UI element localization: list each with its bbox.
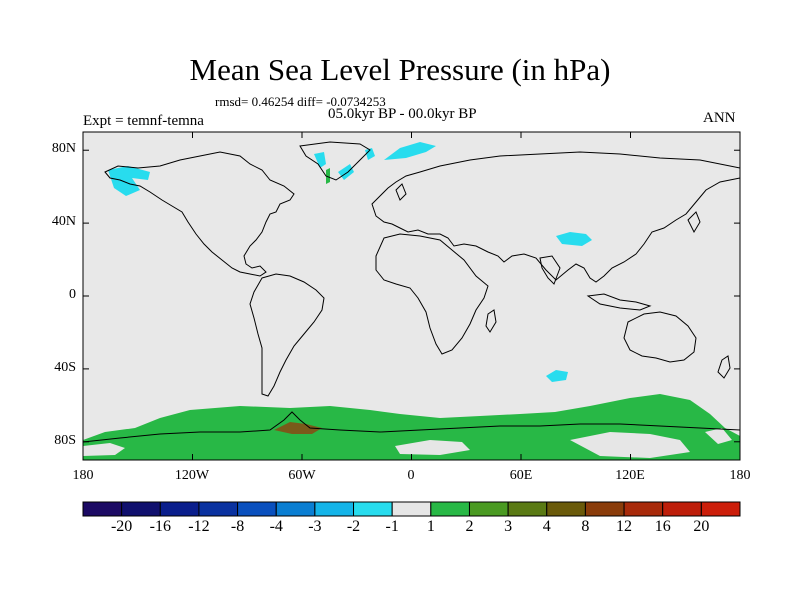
coast-japan (687, 211, 701, 234)
colorbar-label-0: -20 (110, 518, 133, 535)
coast-india (539, 255, 561, 285)
anomaly-antarctic-neutral-1 (83, 443, 125, 456)
anomaly-antarctic-neutral-3 (570, 432, 690, 458)
coastlines (83, 141, 740, 443)
colorbar-label-15: 20 (693, 518, 710, 535)
anomaly-scandinavia (365, 148, 375, 160)
colorbar-label-6: -2 (346, 518, 361, 535)
coast-antarctica (83, 411, 740, 443)
lon-label-60w: 60W (288, 468, 316, 483)
coast-new-zealand (717, 355, 731, 379)
colorbar-label-11: 4 (542, 518, 551, 535)
experiment-label: Expt = temnf-temna (83, 113, 204, 129)
anomaly-tibet (556, 232, 592, 246)
lat-label-80n: 80N (51, 141, 76, 156)
lat-label-40s: 40S (54, 360, 76, 375)
plot-title: Mean Sea Level Pressure (in hPa) (189, 52, 611, 87)
anomaly-alaska (108, 166, 150, 196)
coast-north-america (104, 151, 295, 277)
axis-ticks (82, 132, 741, 460)
lon-label-180e: 180 (729, 468, 751, 483)
colorbar-box-9 (430, 501, 470, 517)
colorbar-box-14 (623, 501, 664, 517)
coast-madagascar (485, 309, 497, 333)
coast-eurasia (371, 151, 740, 283)
lon-label-120e: 120E (615, 468, 645, 483)
colorbar-box-6 (314, 501, 355, 517)
colorbar-box-1 (121, 501, 161, 517)
lon-label-120w: 120W (174, 468, 210, 483)
colorbar-label-9: 2 (465, 518, 474, 535)
coast-uk (395, 183, 407, 201)
colorbar (82, 501, 741, 517)
colorbar-box-10 (468, 501, 509, 517)
colorbar-label-7: -1 (385, 518, 399, 535)
colorbar-box-12 (546, 501, 586, 517)
colorbar-label-8: 1 (426, 518, 435, 535)
anomaly-greenland-west (314, 152, 326, 168)
anomaly-southern-indian (546, 370, 568, 382)
coast-africa (375, 233, 489, 355)
colorbar-box-11 (507, 501, 548, 517)
anomaly-antarctic-brown (274, 422, 322, 434)
lat-label-40n: 40N (51, 214, 76, 229)
colorbar-label-14: 16 (654, 518, 671, 535)
colorbar-box-15 (662, 501, 702, 517)
coast-south-america (249, 273, 325, 397)
lon-label-60e: 60E (509, 468, 533, 483)
colorbar-label-4: -4 (269, 518, 283, 535)
lon-label-0: 0 (407, 468, 415, 483)
lon-label-180w: 180 (72, 468, 94, 483)
colorbar-box-5 (275, 501, 316, 517)
colorbar-box-2 (159, 501, 200, 517)
anomaly-greenland-east (384, 142, 436, 160)
colorbar-box-0 (82, 501, 123, 517)
colorbar-box-7 (353, 501, 393, 517)
coast-australia (623, 311, 697, 363)
colorbar-box-4 (237, 501, 277, 517)
colorbar-label-3: -8 (230, 518, 245, 535)
colorbar-label-1: -16 (149, 518, 171, 535)
colorbar-box-8 (391, 501, 432, 517)
colorbar-box-16 (700, 501, 741, 517)
lat-label-0: 0 (69, 287, 76, 302)
stats-label: rmsd= 0.46254 diff= -0.0734253 (215, 94, 386, 109)
season-label: ANN (703, 110, 736, 126)
coast-greenland (299, 141, 371, 181)
colorbar-label-2: -12 (188, 518, 210, 535)
anomaly-antarctic-neutral-4 (705, 428, 732, 444)
colorbar-label-12: 8 (581, 518, 590, 535)
colorbar-label-5: -3 (308, 518, 322, 535)
coast-indonesia (586, 293, 652, 311)
anomaly-arctic-green (326, 168, 330, 184)
anomaly-antarctic-neutral-2 (395, 440, 470, 455)
lat-label-80s: 80S (54, 433, 76, 448)
anomaly-antarctic-positive (83, 394, 740, 460)
colorbar-box-3 (198, 501, 239, 517)
colorbar-label-13: 12 (616, 518, 633, 535)
colorbar-box-13 (584, 501, 625, 517)
colorbar-label-10: 3 (504, 518, 513, 535)
period-label: 05.0kyr BP - 00.0kyr BP (328, 106, 477, 122)
